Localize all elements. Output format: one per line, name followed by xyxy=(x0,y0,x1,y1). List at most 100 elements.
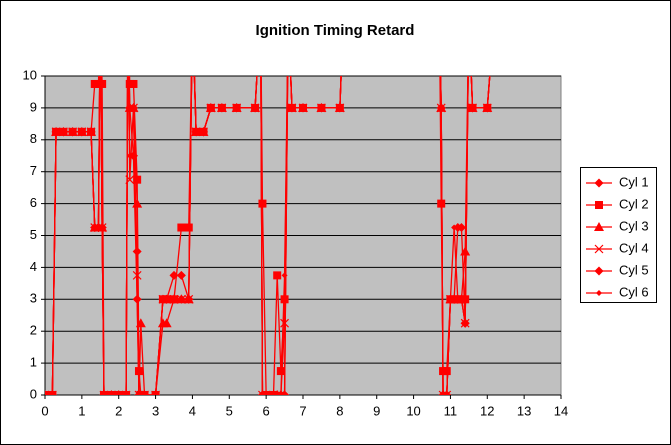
marker xyxy=(99,390,109,395)
marker xyxy=(47,390,57,395)
marker xyxy=(200,128,207,135)
marker xyxy=(281,272,288,279)
marker xyxy=(193,128,200,135)
marker xyxy=(454,296,461,303)
marker xyxy=(469,104,476,111)
marker xyxy=(595,201,603,209)
marker xyxy=(176,270,186,280)
marker xyxy=(99,224,106,231)
marker xyxy=(318,104,325,111)
marker xyxy=(442,367,451,376)
marker xyxy=(288,104,295,111)
y-tick-label: 2 xyxy=(30,323,37,338)
marker xyxy=(161,318,172,328)
marker xyxy=(114,390,124,395)
marker xyxy=(233,104,240,111)
marker xyxy=(594,266,604,276)
marker xyxy=(177,223,186,232)
marker xyxy=(276,367,285,376)
legend-label: Cyl 5 xyxy=(619,262,649,277)
marker xyxy=(169,270,179,280)
marker xyxy=(178,296,185,303)
marker xyxy=(91,224,98,231)
marker xyxy=(184,223,193,232)
marker xyxy=(280,318,289,328)
x-tick-label: 6 xyxy=(263,403,270,418)
marker xyxy=(443,392,450,395)
marker xyxy=(88,128,95,135)
marker xyxy=(53,128,60,135)
x-tick-label: 3 xyxy=(152,403,159,418)
y-tick-label: 9 xyxy=(30,99,37,114)
marker xyxy=(336,104,343,111)
marker xyxy=(277,392,284,395)
x-tick-label: 2 xyxy=(115,403,122,418)
x-tick-label: 5 xyxy=(226,403,233,418)
marker xyxy=(45,392,48,395)
y-tick-label: 0 xyxy=(30,386,37,401)
y-tick-label: 6 xyxy=(30,195,37,210)
marker xyxy=(252,104,259,111)
marker xyxy=(60,128,67,135)
marker xyxy=(100,392,107,395)
marker xyxy=(594,178,604,188)
marker xyxy=(121,390,131,395)
x-tick-label: 0 xyxy=(41,403,48,418)
marker xyxy=(151,390,160,395)
legend-box xyxy=(580,167,657,303)
legend-label: Cyl 2 xyxy=(619,196,649,211)
marker xyxy=(449,294,459,304)
plot-series xyxy=(45,76,493,395)
marker xyxy=(134,296,141,303)
marker xyxy=(115,392,122,395)
marker xyxy=(106,390,116,395)
x-tick-label: 7 xyxy=(299,403,306,418)
marker xyxy=(438,104,445,111)
x-tick-label: 4 xyxy=(189,403,196,418)
marker xyxy=(69,128,76,135)
marker xyxy=(458,296,465,303)
marker xyxy=(78,128,85,135)
x-tick-label: 8 xyxy=(336,403,343,418)
marker xyxy=(447,296,454,303)
marker xyxy=(462,320,469,327)
marker xyxy=(45,390,50,395)
marker xyxy=(451,224,458,231)
marker xyxy=(300,104,306,111)
y-tick-label: 7 xyxy=(30,163,37,178)
y-tick-label: 5 xyxy=(30,227,37,242)
legend-label: Cyl 4 xyxy=(619,240,649,255)
x-tick-label: 1 xyxy=(78,403,85,418)
marker xyxy=(484,104,491,111)
marker xyxy=(171,296,177,303)
marker xyxy=(130,152,137,159)
marker xyxy=(596,290,602,296)
chart-title: Ignition Timing Retard xyxy=(256,22,415,39)
marker xyxy=(141,392,148,395)
x-tick-label: 13 xyxy=(517,403,531,418)
legend-label: Cyl 3 xyxy=(619,218,649,233)
x-tick-label: 12 xyxy=(480,403,494,418)
marker xyxy=(594,222,604,231)
legend-label: Cyl 6 xyxy=(619,284,649,299)
marker xyxy=(108,392,115,395)
marker xyxy=(152,392,159,395)
marker xyxy=(159,296,166,303)
marker xyxy=(218,104,225,111)
x-tick-label: 14 xyxy=(554,403,568,418)
marker xyxy=(98,79,107,88)
marker xyxy=(163,296,170,303)
y-tick-label: 3 xyxy=(30,291,37,306)
marker xyxy=(258,199,267,208)
marker xyxy=(263,392,270,395)
legend-label: Cyl 1 xyxy=(619,174,649,189)
x-tick-label: 11 xyxy=(444,403,458,418)
marker xyxy=(126,152,133,159)
marker xyxy=(594,244,604,254)
x-tick-label: 9 xyxy=(373,403,380,418)
y-tick-label: 1 xyxy=(30,355,37,370)
marker xyxy=(133,175,142,184)
y-tick-label: 8 xyxy=(30,131,37,146)
marker xyxy=(123,392,130,395)
